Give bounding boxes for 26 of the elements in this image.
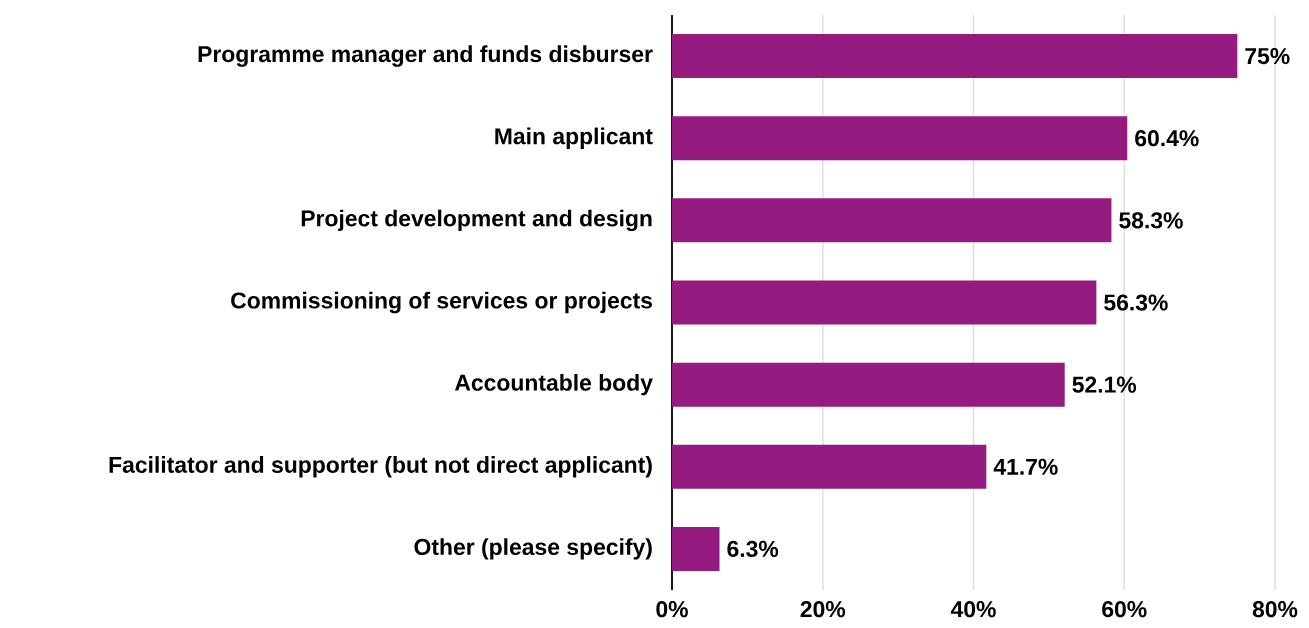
y-tick-label: Programme manager and funds disburser <box>198 45 653 67</box>
data-label: 75% <box>1245 48 1290 65</box>
x-tick-label: 0% <box>656 601 688 618</box>
x-tick-label: 40% <box>950 601 996 618</box>
x-tick-label: 20% <box>800 601 846 618</box>
data-label: 58.3% <box>1119 212 1183 229</box>
bar <box>672 116 1128 161</box>
y-tick-label: Accountable body <box>454 373 653 396</box>
bar <box>672 280 1097 325</box>
y-tick-label: Other (please specify) <box>414 538 652 560</box>
bar <box>672 34 1238 79</box>
y-tick-label: Main applicant <box>495 127 653 149</box>
y-tick-label: Facilitator and supporter (but not direct applicant) <box>109 456 652 478</box>
data-label: 6.3% <box>727 540 779 558</box>
bar <box>672 198 1112 243</box>
data-label: 41.7% <box>993 458 1058 475</box>
y-tick-label: Commissioning of services or projects <box>231 291 653 314</box>
bar <box>672 444 987 489</box>
bar <box>672 362 1065 407</box>
data-label: 52.1% <box>1072 376 1137 393</box>
x-tick-label: 80% <box>1252 601 1298 618</box>
x-tick-label: 60% <box>1102 601 1147 618</box>
y-tick-label: Project development and design <box>301 209 652 232</box>
data-label: 60.4% <box>1135 130 1199 147</box>
data-label: 56.3% <box>1104 294 1168 311</box>
bar <box>672 526 720 571</box>
